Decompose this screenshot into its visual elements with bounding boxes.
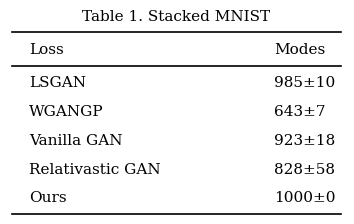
- Text: 1000±0: 1000±0: [274, 191, 336, 205]
- Text: Relativastic GAN: Relativastic GAN: [29, 163, 161, 177]
- Text: 828±58: 828±58: [274, 163, 336, 177]
- Text: WGANGP: WGANGP: [29, 105, 104, 119]
- Text: Modes: Modes: [274, 43, 326, 57]
- Text: 923±18: 923±18: [274, 134, 336, 148]
- Text: Vanilla GAN: Vanilla GAN: [29, 134, 123, 148]
- Text: 985±10: 985±10: [274, 76, 336, 90]
- Text: Table 1. Stacked MNIST: Table 1. Stacked MNIST: [82, 10, 270, 24]
- Text: 643±7: 643±7: [274, 105, 326, 119]
- Text: LSGAN: LSGAN: [29, 76, 86, 90]
- Text: Loss: Loss: [29, 43, 64, 57]
- Text: Ours: Ours: [29, 191, 67, 205]
